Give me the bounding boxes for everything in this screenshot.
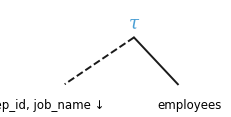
Text: employees: employees xyxy=(157,99,222,112)
Text: dep_id, job_name ↓: dep_id, job_name ↓ xyxy=(0,99,105,112)
Text: τ: τ xyxy=(129,14,139,32)
